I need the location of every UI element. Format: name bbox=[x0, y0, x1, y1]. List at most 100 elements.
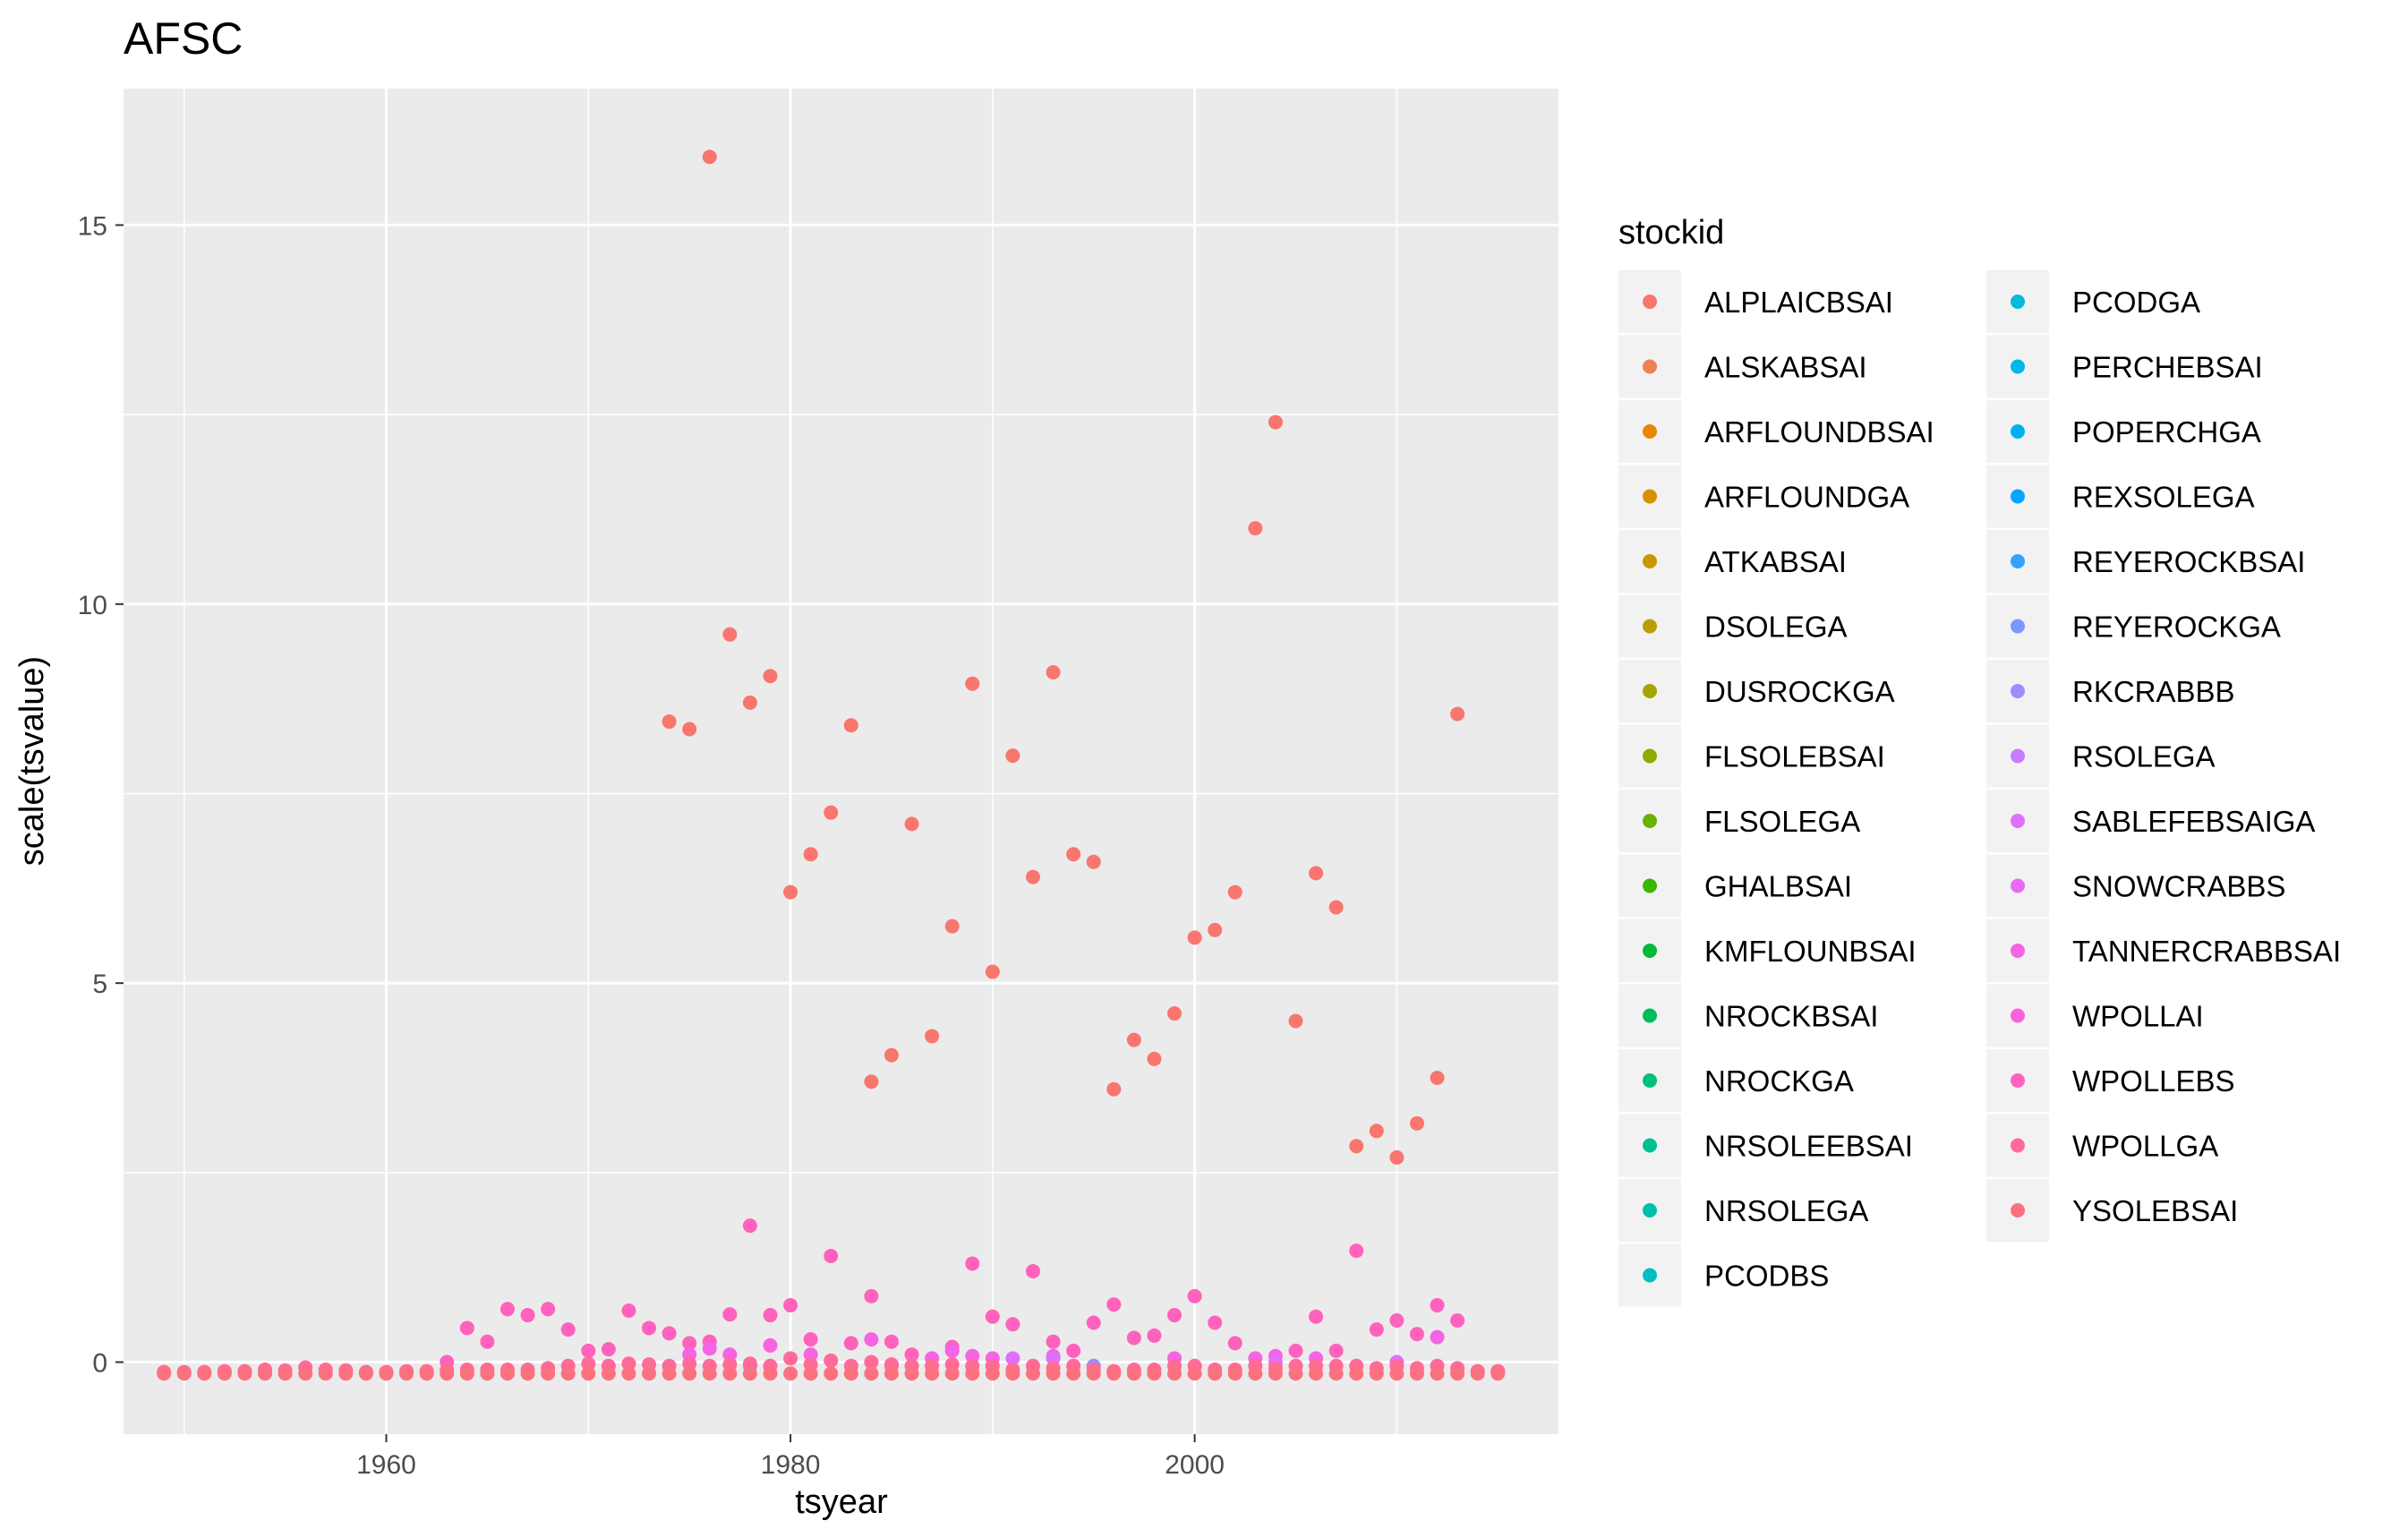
chart-title: AFSC bbox=[124, 13, 243, 64]
data-point bbox=[763, 1366, 778, 1381]
data-point bbox=[1005, 748, 1020, 764]
legend-swatch bbox=[1643, 489, 1657, 504]
legend-label: ARFLOUNDGA bbox=[1704, 481, 1909, 514]
legend-label: WPOLLGA bbox=[2072, 1130, 2218, 1163]
data-point bbox=[440, 1366, 455, 1381]
legend-label: NROCKBSAI bbox=[1704, 1000, 1878, 1033]
data-point bbox=[1248, 521, 1263, 536]
data-point bbox=[843, 1366, 858, 1381]
data-point bbox=[1450, 706, 1465, 722]
legend-label: PCODBS bbox=[1704, 1260, 1829, 1293]
data-point bbox=[1288, 1343, 1303, 1358]
data-point bbox=[702, 1341, 717, 1356]
data-point bbox=[1066, 1366, 1081, 1381]
data-point bbox=[803, 1332, 818, 1347]
data-point bbox=[944, 1366, 960, 1381]
data-point bbox=[1490, 1366, 1506, 1381]
data-point bbox=[662, 1366, 677, 1381]
data-point bbox=[742, 1366, 757, 1381]
data-point bbox=[965, 1256, 980, 1271]
legend-label: REXSOLEGA bbox=[2072, 481, 2255, 514]
data-point bbox=[682, 1356, 697, 1371]
data-point bbox=[662, 714, 677, 730]
data-point bbox=[1046, 1351, 1061, 1366]
data-point bbox=[864, 1074, 879, 1089]
legend-swatch bbox=[2011, 814, 2025, 828]
data-point bbox=[1086, 1366, 1101, 1381]
data-point bbox=[824, 805, 839, 820]
data-point bbox=[722, 627, 738, 642]
data-point bbox=[783, 1351, 798, 1366]
legend-swatch bbox=[1643, 684, 1657, 698]
data-point bbox=[541, 1366, 556, 1381]
legend-swatch bbox=[1643, 554, 1657, 568]
data-point bbox=[541, 1302, 556, 1317]
data-point bbox=[358, 1366, 373, 1381]
legend-label: RKCRABBB bbox=[2072, 675, 2235, 708]
data-point bbox=[1349, 1139, 1364, 1154]
data-point bbox=[1147, 1366, 1162, 1381]
data-point bbox=[1268, 1366, 1283, 1381]
data-point bbox=[621, 1366, 636, 1381]
data-point bbox=[601, 1366, 616, 1381]
legend-title: stockid bbox=[1618, 214, 1724, 252]
data-point bbox=[803, 1366, 818, 1381]
data-point bbox=[944, 919, 960, 934]
data-point bbox=[1106, 1366, 1122, 1381]
data-point bbox=[1187, 930, 1202, 945]
legend-label: RSOLEGA bbox=[2072, 740, 2216, 773]
data-point bbox=[1369, 1124, 1384, 1139]
legend-label: NRSOLEEBSAI bbox=[1704, 1130, 1913, 1163]
data-point bbox=[1328, 1343, 1344, 1358]
legend-label: REYEROCKBSAI bbox=[2072, 545, 2305, 578]
data-point bbox=[682, 722, 697, 737]
legend-swatch bbox=[2011, 424, 2025, 439]
data-point bbox=[1450, 1312, 1465, 1328]
data-point bbox=[520, 1308, 535, 1323]
y-tick-label: 5 bbox=[92, 970, 107, 999]
legend-label: WPOLLEBS bbox=[2072, 1064, 2235, 1098]
legend-swatch bbox=[2011, 554, 2025, 568]
data-point bbox=[601, 1342, 616, 1357]
data-point bbox=[500, 1366, 515, 1381]
legend-swatch bbox=[1643, 1268, 1657, 1283]
data-point bbox=[722, 1366, 738, 1381]
legend-label: REYEROCKGA bbox=[2072, 611, 2281, 644]
data-point bbox=[742, 1356, 757, 1371]
data-point bbox=[1126, 1366, 1141, 1381]
data-point bbox=[480, 1334, 495, 1349]
data-point bbox=[1025, 1366, 1040, 1381]
legend-label: PCODGA bbox=[2072, 286, 2200, 319]
data-point bbox=[642, 1320, 657, 1336]
data-point bbox=[682, 1336, 697, 1351]
data-point bbox=[1430, 1071, 1445, 1086]
data-point bbox=[1328, 1366, 1344, 1381]
data-point bbox=[1369, 1366, 1384, 1381]
data-point bbox=[1086, 1315, 1101, 1330]
data-point bbox=[904, 1347, 919, 1363]
data-point bbox=[1005, 1366, 1020, 1381]
data-point bbox=[925, 1366, 940, 1381]
legend-swatch bbox=[1643, 619, 1657, 634]
data-point bbox=[864, 1354, 879, 1370]
data-point bbox=[742, 695, 757, 710]
data-point bbox=[197, 1366, 212, 1381]
data-point bbox=[560, 1322, 576, 1337]
data-point bbox=[1389, 1312, 1405, 1328]
legend-label: ARFLOUNDBSAI bbox=[1704, 415, 1934, 449]
data-point bbox=[621, 1356, 636, 1371]
data-point bbox=[824, 1366, 839, 1381]
data-point bbox=[1167, 1308, 1183, 1323]
legend-label: WPOLLAI bbox=[2072, 1000, 2204, 1033]
legend-swatch bbox=[1643, 1008, 1657, 1023]
data-point bbox=[843, 718, 858, 733]
legend-swatch bbox=[2011, 295, 2025, 309]
legend-label: TANNERCRABBSAI bbox=[2072, 935, 2341, 968]
data-point bbox=[1349, 1243, 1364, 1259]
data-point bbox=[1430, 1329, 1445, 1345]
data-point bbox=[1208, 1366, 1223, 1381]
legend-label: FLSOLEBSAI bbox=[1704, 740, 1885, 773]
data-point bbox=[662, 1326, 677, 1341]
data-point bbox=[1409, 1327, 1424, 1342]
data-point bbox=[1430, 1366, 1445, 1381]
